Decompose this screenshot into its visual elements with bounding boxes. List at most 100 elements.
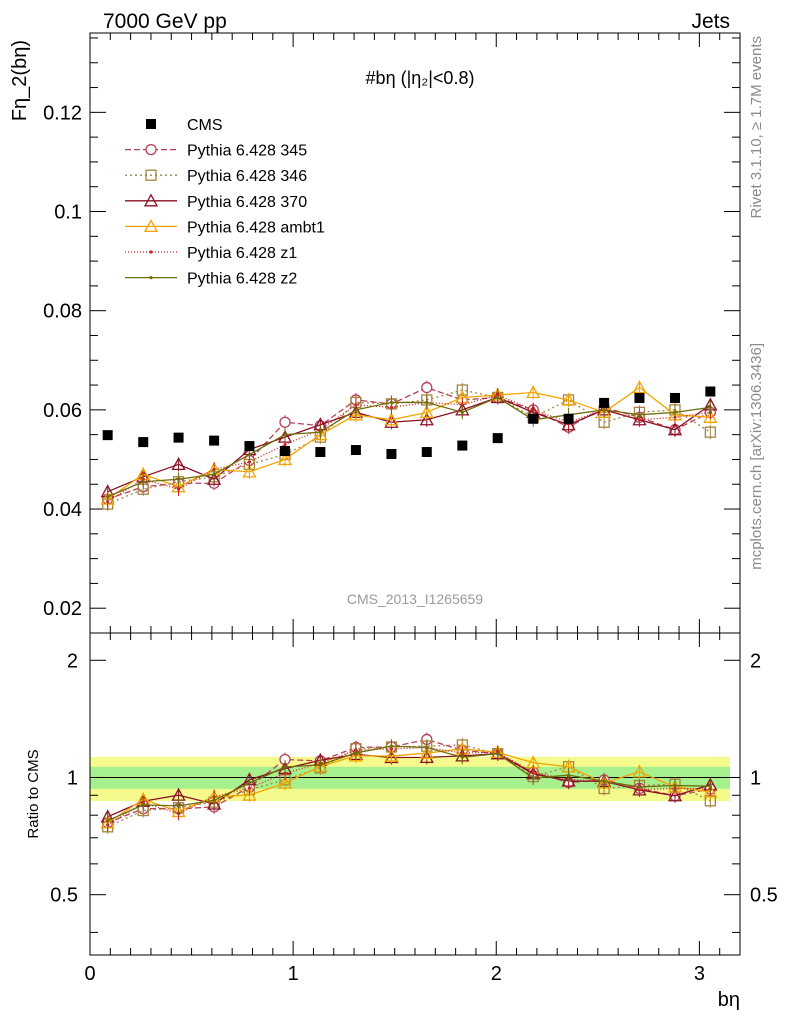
series-point	[597, 404, 612, 418]
series-point	[632, 380, 647, 394]
plot-title: #bη (|η₂|<0.8)	[366, 68, 475, 88]
header-right: Jets	[691, 10, 730, 33]
series-point	[318, 430, 322, 434]
legend-marker	[149, 276, 153, 280]
series-point	[313, 427, 328, 441]
series-point	[561, 392, 576, 406]
ratio-point	[708, 784, 712, 788]
mcplots-label: mcplots.cern.ch [arXiv:1306.3436]	[748, 343, 765, 570]
data-point	[102, 430, 113, 441]
legend-label: Pythia 6.428 370	[187, 194, 307, 211]
series-point	[419, 412, 434, 426]
ratio-point	[460, 755, 464, 759]
series-point	[348, 407, 363, 421]
data-point	[138, 437, 149, 448]
ratio-point	[242, 787, 257, 801]
data-point	[670, 392, 680, 403]
legend-marker	[149, 250, 153, 254]
series-point	[389, 400, 394, 405]
data-point	[386, 448, 397, 459]
data-point	[492, 433, 503, 444]
data-point	[528, 413, 539, 424]
ratio-y-tick-label-right: 1	[750, 767, 761, 789]
ratio-point	[141, 803, 145, 807]
series-line-3	[107, 386, 711, 500]
data-point	[173, 432, 184, 443]
series-point	[207, 471, 222, 485]
series-point	[277, 452, 293, 466]
data-point	[421, 447, 432, 458]
x-tick-label: 2	[491, 963, 502, 985]
ratio-point	[425, 745, 429, 750]
series-point	[242, 464, 257, 478]
data-point	[244, 441, 255, 452]
y-tick-label: 0.04	[43, 499, 82, 521]
ratio-point	[277, 775, 293, 789]
series-point	[602, 408, 606, 412]
ratio-point	[106, 819, 110, 823]
data-point	[599, 397, 610, 408]
ratio-point	[419, 750, 434, 764]
legend-label: Pythia 6.428 z2	[187, 271, 297, 288]
legend-label: Pythia 6.428 346	[187, 168, 307, 185]
series-point	[703, 409, 718, 423]
series-point	[526, 385, 541, 399]
x-tick-label: 1	[288, 963, 299, 985]
ratio-point	[531, 776, 535, 780]
rivet-label: Rivet 3.1.10, ≥ 1.7M events	[748, 36, 765, 219]
y-tick-label: 0.12	[43, 102, 82, 124]
ratio-point	[318, 763, 322, 767]
main-y-label: Fη_2(bη)	[9, 40, 31, 121]
series-point	[637, 413, 642, 417]
ratio-point	[348, 748, 363, 762]
series-point	[419, 404, 434, 418]
ratio-panel: 0.5 0.5 1 1 2 2 0 1 2 3 Ratio to CMS	[25, 632, 778, 985]
legend-marker	[143, 219, 159, 233]
watermark: CMS_2013_I1265659	[347, 591, 483, 607]
series-point	[460, 403, 464, 407]
data-point	[209, 435, 220, 446]
series-line-5	[107, 396, 711, 498]
ratio-point	[176, 804, 181, 808]
series-point	[283, 433, 287, 437]
series-point	[384, 412, 399, 426]
data-point	[563, 413, 574, 424]
data-point	[350, 445, 361, 456]
legend: CMS Pythia 6.428 345 Pythia 6.428 346 Pythi…	[125, 117, 325, 288]
ratio-y-tick-label: 0.5	[50, 885, 78, 907]
y-tick-label: 0.06	[43, 400, 82, 422]
main-panel: 0.02 0.04 0.06 0.08 0.1 0.12 #bη (|η₂|<0.8) C…	[9, 32, 741, 634]
ratio-y-label: Ratio to CMS	[25, 749, 42, 838]
ratio-y-tick-label: 1	[67, 767, 78, 789]
x-tick-label: 3	[694, 963, 705, 985]
series-point	[496, 395, 500, 400]
series-point	[561, 417, 576, 431]
ratio-point	[703, 784, 718, 798]
data-point	[315, 447, 326, 458]
ratio-point	[602, 779, 606, 783]
data-point	[705, 386, 716, 397]
ratio-y-tick-label-right: 2	[750, 650, 761, 672]
ratio-y-tick-label-right: 0.5	[750, 885, 778, 907]
series-point	[673, 410, 677, 414]
ratio-point	[632, 764, 647, 778]
ratio-point	[496, 752, 500, 756]
x-axis-label: bη	[718, 989, 740, 1011]
ratio-point	[667, 788, 683, 802]
legend-marker	[146, 119, 156, 129]
ratio-point	[673, 783, 677, 788]
series-point	[176, 477, 181, 481]
series-point	[421, 381, 433, 394]
series-point	[141, 480, 145, 484]
series-point	[708, 405, 712, 409]
header-left: 7000 GeV pp	[103, 10, 227, 33]
legend-label: Pythia 6.428 ambt1	[187, 219, 325, 236]
ratio-point	[283, 765, 287, 769]
legend-label: Pythia 6.428 345	[187, 143, 307, 160]
legend-label: Pythia 6.428 z1	[187, 245, 297, 262]
ratio-point	[384, 748, 399, 762]
series-point	[171, 457, 186, 471]
ratio-point	[354, 751, 358, 755]
series-point	[531, 408, 535, 412]
